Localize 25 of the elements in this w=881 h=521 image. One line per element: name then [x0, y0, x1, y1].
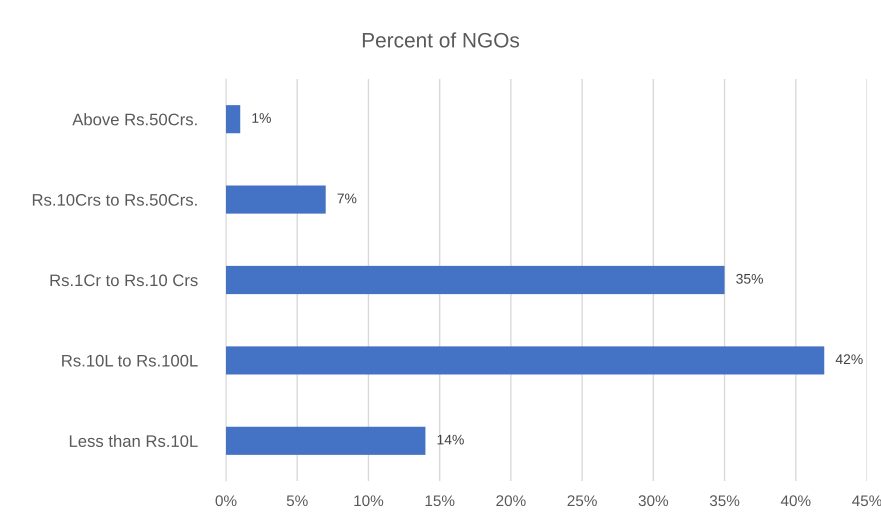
x-tick-label: 5%: [286, 495, 308, 506]
data-label: 42%: [836, 354, 863, 364]
x-tick-label: 15%: [426, 495, 454, 506]
y-tick-label: Above Rs.50Crs.: [72, 113, 197, 126]
x-tick-label: 25%: [568, 495, 597, 506]
x-tick-label: 30%: [638, 495, 668, 506]
y-tick-label: Rs.10L to Rs.100L: [62, 354, 198, 367]
data-label: 14%: [438, 434, 464, 444]
x-tick-label: 10%: [354, 495, 384, 506]
data-label: 1%: [252, 113, 271, 123]
x-tick-label: 40%: [780, 495, 811, 506]
data-label: 7%: [338, 194, 356, 204]
bar: [226, 426, 426, 455]
chart-title: Percent of NGOs: [362, 32, 520, 48]
y-tick-label: Rs.1Cr to Rs.10 Crs: [50, 274, 198, 286]
data-label: 35%: [736, 274, 763, 284]
x-tick-label: 20%: [496, 495, 526, 506]
bar: [226, 186, 326, 214]
x-tick-label: 35%: [710, 495, 740, 506]
bar: [226, 266, 725, 294]
bar: [226, 105, 240, 134]
y-tick-label: Rs.10Crs to Rs.50Crs.: [32, 194, 197, 206]
y-tick-label: Less than Rs.10L: [70, 434, 198, 448]
x-tick-label: 0%: [216, 495, 236, 506]
bar: [226, 346, 824, 374]
